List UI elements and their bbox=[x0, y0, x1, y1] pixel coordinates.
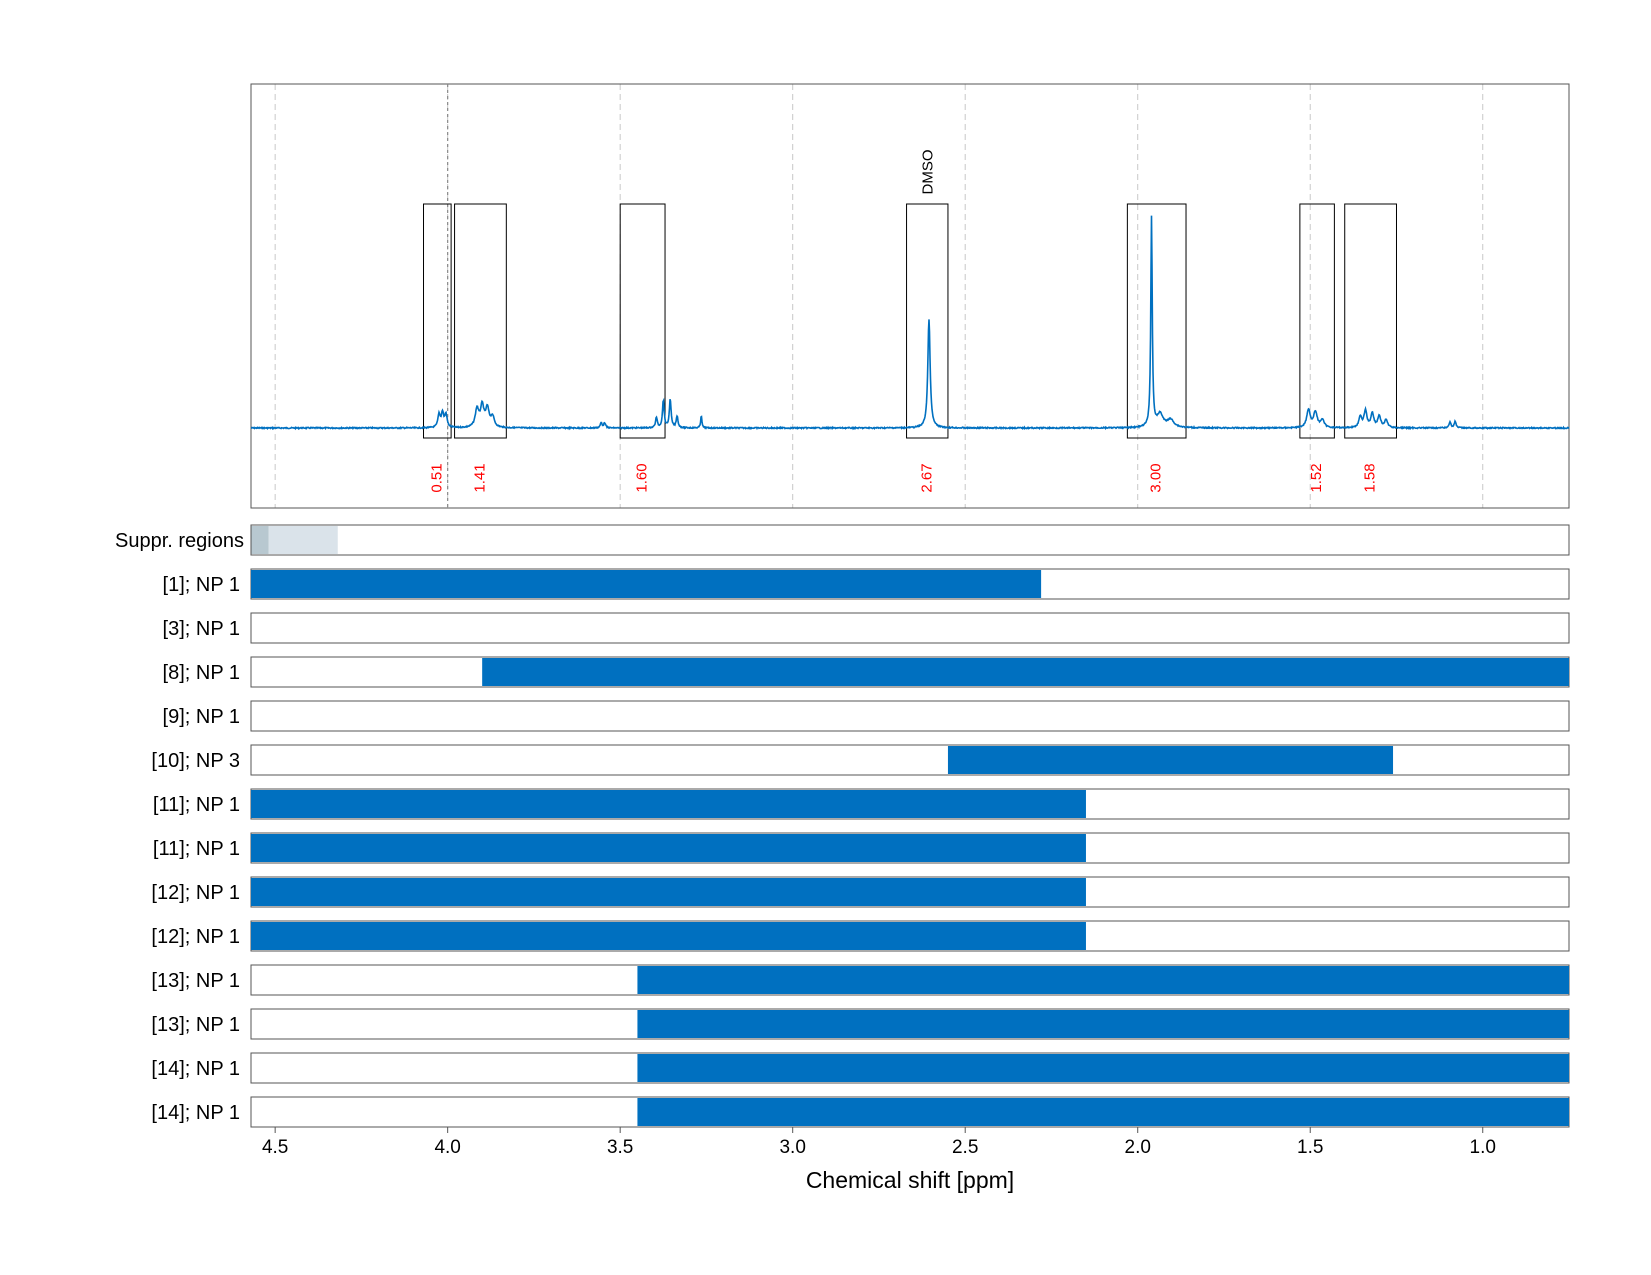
spectrum-frame bbox=[250, 83, 1570, 509]
suppr-row-frame bbox=[250, 524, 1570, 556]
row-label: [8]; NP 1 bbox=[163, 662, 240, 684]
integral-value: 1.52 bbox=[1308, 463, 1325, 492]
integral-value: 2.67 bbox=[918, 463, 935, 492]
integration-box bbox=[423, 203, 452, 439]
integral-labels: 0.51 1.41 1.60 2.67 DMSO 3.00 1.52 1.58 bbox=[428, 150, 1378, 493]
spectrum-panel: 0.51 1.41 1.60 2.67 DMSO 3.00 1.52 1.58 bbox=[250, 83, 1570, 509]
bar bbox=[637, 966, 1569, 994]
spectrum-gridlines bbox=[274, 84, 1484, 508]
suppressed-region bbox=[268, 526, 338, 554]
bar bbox=[251, 878, 1086, 906]
row-label: [13]; NP 1 bbox=[151, 970, 240, 992]
bar bbox=[482, 658, 1570, 686]
row-label: [10]; NP 3 bbox=[151, 750, 240, 772]
row-label: Suppr. regions bbox=[115, 530, 244, 552]
bar bbox=[251, 834, 1086, 862]
suppressed-region bbox=[251, 526, 269, 554]
integration-box bbox=[454, 203, 507, 439]
bar-row-frame bbox=[250, 700, 1570, 732]
integration-box bbox=[619, 203, 666, 439]
bar bbox=[251, 790, 1086, 818]
x-tick-label: 1.0 bbox=[1470, 1137, 1496, 1158]
integral-value: 1.60 bbox=[634, 463, 651, 492]
bar bbox=[637, 1098, 1569, 1126]
row-label: [13]; NP 1 bbox=[151, 1014, 240, 1036]
bar-rows: Suppr. regions [1]; NP 1 [3]; NP 1 [8]; NP … bbox=[115, 524, 1570, 1128]
integration-box bbox=[906, 203, 949, 439]
x-tick-label: 1.5 bbox=[1297, 1137, 1323, 1158]
row-label: [12]; NP 1 bbox=[151, 926, 240, 948]
integral-value: 1.58 bbox=[1362, 463, 1379, 492]
x-axis-label: Chemical shift [ppm] bbox=[806, 1167, 1014, 1193]
x-tick-label: 3.0 bbox=[779, 1137, 805, 1158]
x-axis: 4.5 4.0 3.5 3.0 2.5 2.0 1.5 1.0 bbox=[262, 1127, 1496, 1158]
integral-value: 1.41 bbox=[471, 463, 488, 492]
row-label: [9]; NP 1 bbox=[163, 706, 240, 728]
integral-value: 3.00 bbox=[1148, 463, 1165, 492]
integration-box bbox=[1299, 203, 1335, 439]
row-label: [1]; NP 1 bbox=[163, 574, 240, 596]
x-tick-label: 2.5 bbox=[952, 1137, 978, 1158]
row-label: [3]; NP 1 bbox=[163, 618, 240, 640]
bar bbox=[947, 746, 1394, 774]
integration-box bbox=[1126, 203, 1187, 439]
row-label: [14]; NP 1 bbox=[151, 1102, 240, 1124]
bar bbox=[637, 1010, 1569, 1038]
row-label: [11]; NP 1 bbox=[153, 794, 240, 816]
spectrum-trace bbox=[250, 215, 1570, 431]
region-label: DMSO bbox=[919, 150, 936, 195]
bar bbox=[251, 922, 1086, 950]
row-label: [12]; NP 1 bbox=[151, 882, 240, 904]
bar bbox=[251, 570, 1042, 598]
row-label: [11]; NP 1 bbox=[153, 838, 240, 860]
integration-box bbox=[1344, 203, 1397, 439]
row-label: [14]; NP 1 bbox=[151, 1058, 240, 1080]
x-tick-label: 4.0 bbox=[434, 1137, 460, 1158]
bar-row-frame bbox=[250, 612, 1570, 644]
integration-regions bbox=[423, 203, 1397, 439]
x-tick-label: 2.0 bbox=[1125, 1137, 1151, 1158]
bar bbox=[637, 1054, 1569, 1082]
integral-value: 0.51 bbox=[428, 463, 445, 492]
x-tick-label: 3.5 bbox=[607, 1137, 633, 1158]
x-tick-label: 4.5 bbox=[262, 1137, 288, 1158]
